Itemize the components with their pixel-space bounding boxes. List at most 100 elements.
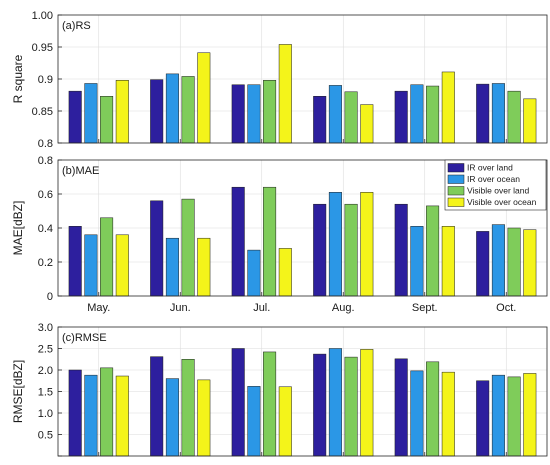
bar-ir-over-land-sept (394, 358, 408, 457)
bar-ir-over-ocean-oct (491, 83, 505, 144)
panel-mae: 0 0.2 0.4 0.6 0.8 May. Jun. Jul. Aug. Sept. Oct. (b… (11, 155, 548, 314)
bar-ir-over-land-may (68, 369, 82, 457)
panel-title: (a)RS (62, 20, 91, 32)
y-tick-label: 3.0 (38, 322, 53, 334)
bar-visible-over-ocean-aug (360, 349, 374, 457)
legend-swatch-ir-over-ocean (447, 174, 465, 184)
bar-visible-over-land-jun (181, 76, 195, 144)
bar-visible-over-land-aug (344, 203, 358, 297)
y-tick-label: 0.8 (38, 138, 53, 150)
bar-ir-over-ocean-oct (491, 224, 505, 297)
bar-ir-over-land-may (68, 90, 82, 144)
bar-ir-over-ocean-may (84, 374, 98, 457)
x-tick-label: Oct. (496, 302, 516, 314)
bar-visible-over-ocean-sept (441, 71, 455, 144)
bar-ir-over-ocean-sept (410, 370, 424, 457)
y-tick-label: 0.9 (38, 74, 53, 86)
y-tick-label: 2.0 (38, 365, 53, 377)
y-tick-label: 0.8 (38, 155, 53, 167)
bar-ir-over-ocean-jul (247, 249, 261, 297)
legend-label-visible-over-land: Visible over land (467, 186, 529, 196)
bar-ir-over-land-jun (150, 356, 164, 457)
bar-ir-over-land-jul (231, 186, 245, 297)
bar-visible-over-land-aug (344, 91, 358, 144)
y-tick-label: 0.85 (32, 106, 53, 118)
x-tick-label: Jun. (170, 302, 191, 314)
legend-label-ir-over-ocean: IR over ocean (467, 174, 520, 184)
bar-visible-over-land-sept (426, 361, 440, 457)
bar-visible-over-ocean-oct (523, 98, 537, 144)
bar-ir-over-land-jul (231, 84, 245, 144)
bar-ir-over-land-sept (394, 203, 408, 297)
bar-visible-over-land-sept (426, 85, 440, 144)
y-tick-label: 0.4 (38, 223, 53, 235)
bar-ir-over-land-aug (313, 96, 327, 144)
bar-visible-over-land-oct (507, 227, 521, 297)
bar-ir-over-land-sept (394, 90, 408, 144)
bar-ir-over-ocean-may (84, 234, 98, 297)
legend-swatch-visible-over-land (447, 186, 465, 196)
panel-title: (c)RMSE (62, 332, 107, 344)
bar-visible-over-land-jul (263, 80, 277, 144)
legend-swatch-ir-over-land (447, 163, 465, 173)
bar-visible-over-ocean-may (115, 80, 129, 144)
bar-visible-over-ocean-oct (523, 373, 537, 457)
bar-visible-over-land-jun (181, 198, 195, 297)
y-axis-label: MAE[dBZ] (11, 201, 25, 256)
bar-ir-over-ocean-jul (247, 84, 261, 144)
panel-rmse: 0.5 1.0 1.5 2.0 2.5 3.0 (c)RMSE RMSE[dBZ] (11, 322, 548, 457)
bar-visible-over-ocean-jul (278, 386, 292, 457)
bar-ir-over-land-jun (150, 200, 164, 297)
panel-title: (b)MAE (62, 165, 99, 177)
x-tick-label: Aug. (332, 302, 355, 314)
y-tick-label: 0 (47, 291, 53, 303)
y-tick-label: 0.6 (38, 189, 53, 201)
bar-ir-over-ocean-sept (410, 84, 424, 144)
bar-visible-over-land-oct (507, 90, 521, 144)
bar-ir-over-ocean-oct (491, 374, 505, 457)
bar-visible-over-ocean-jun (197, 52, 211, 144)
bar-visible-over-land-jul (263, 186, 277, 297)
bar-ir-over-land-oct (476, 231, 490, 297)
bar-visible-over-ocean-sept (441, 371, 455, 457)
bar-visible-over-ocean-aug (360, 192, 374, 297)
bar-visible-over-land-jul (263, 351, 277, 457)
legend-label-visible-over-ocean: Visible over ocean (467, 197, 537, 207)
x-tick-label: Jul. (253, 302, 270, 314)
bar-visible-over-ocean-jun (197, 379, 211, 457)
legend-label-ir-over-land: IR over land (467, 163, 513, 173)
y-tick-label: 1.0 (38, 408, 53, 420)
bar-visible-over-ocean-oct (523, 229, 537, 297)
y-tick-label: 0.2 (38, 257, 53, 269)
bar-ir-over-ocean-jun (165, 237, 179, 297)
bar-ir-over-land-aug (313, 353, 327, 457)
legend-swatch-visible-over-ocean (447, 197, 465, 207)
bar-visible-over-land-sept (426, 205, 440, 297)
bar-visible-over-land-jun (181, 359, 195, 457)
bar-ir-over-ocean-aug (328, 192, 342, 297)
bar-ir-over-ocean-jul (247, 386, 261, 457)
y-axis-label: R square (11, 54, 25, 103)
bar-visible-over-ocean-aug (360, 104, 374, 144)
bar-visible-over-land-aug (344, 356, 358, 457)
bar-visible-over-ocean-jun (197, 237, 211, 297)
bar-ir-over-ocean-aug (328, 348, 342, 457)
y-tick-label: 2.5 (38, 344, 53, 356)
bar-ir-over-land-aug (313, 203, 327, 297)
bar-visible-over-land-oct (507, 376, 521, 457)
bar-visible-over-land-may (100, 96, 114, 144)
y-tick-label: 1.00 (32, 10, 53, 22)
bar-visible-over-ocean-sept (441, 226, 455, 297)
bar-visible-over-ocean-may (115, 234, 129, 297)
bar-visible-over-ocean-jul (278, 248, 292, 297)
y-tick-label: 0.5 (38, 430, 53, 442)
bar-visible-over-ocean-jul (278, 44, 292, 144)
bar-ir-over-ocean-may (84, 83, 98, 144)
bar-visible-over-land-may (100, 367, 114, 457)
bar-ir-over-ocean-jun (165, 378, 179, 457)
bar-ir-over-land-jul (231, 348, 245, 457)
bar-ir-over-land-may (68, 226, 82, 297)
bar-ir-over-land-jun (150, 79, 164, 144)
